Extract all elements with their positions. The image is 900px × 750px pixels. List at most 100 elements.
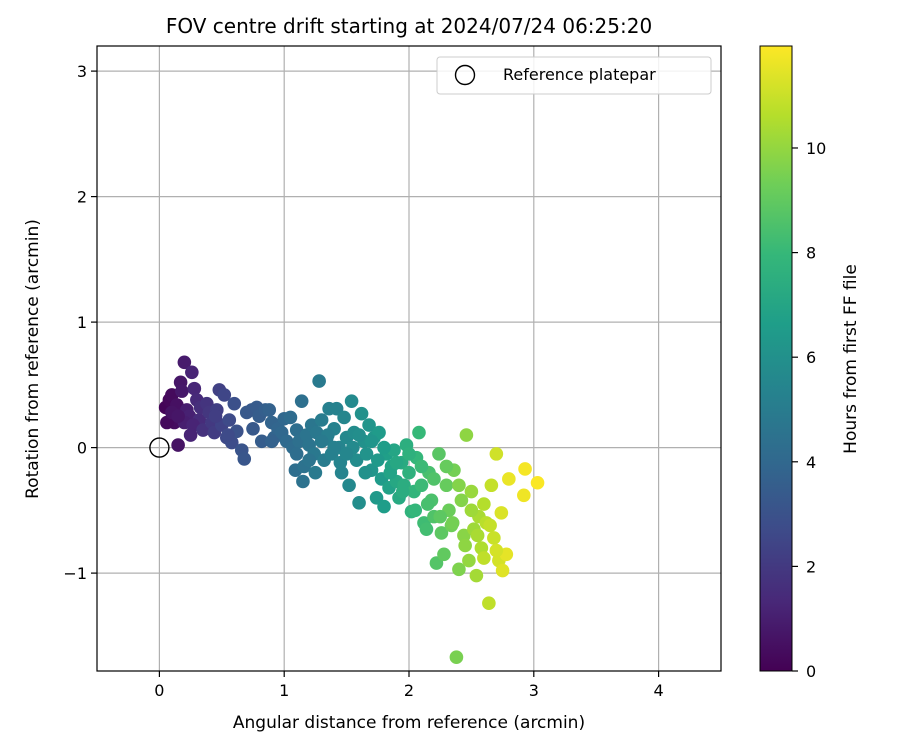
data-point — [483, 518, 497, 533]
data-point — [469, 568, 484, 583]
data-point — [171, 438, 185, 452]
data-point — [339, 447, 354, 461]
data-point — [302, 453, 316, 467]
data-point — [395, 484, 410, 499]
data-point — [377, 499, 391, 514]
data-point — [454, 493, 469, 508]
data-point — [371, 453, 385, 467]
data-point — [264, 434, 279, 449]
data-point — [489, 447, 504, 461]
data-point — [464, 503, 479, 518]
data-point — [414, 478, 429, 493]
data-point — [502, 472, 516, 486]
data-point — [427, 472, 441, 486]
colorbar-title: Hours from first FF file — [841, 264, 861, 454]
data-point — [254, 434, 269, 449]
data-point — [289, 447, 304, 461]
data-point — [518, 462, 532, 476]
chart-title: FOV centre drift starting at 2024/07/24 … — [166, 14, 652, 38]
data-point — [452, 478, 466, 493]
y-tick-label: −1 — [63, 564, 87, 583]
x-tick-label: 0 — [154, 681, 164, 700]
data-point — [296, 474, 310, 489]
colorbar-tick-label: 0 — [806, 662, 816, 681]
data-point — [530, 475, 545, 490]
data-point — [462, 553, 476, 568]
data-point — [160, 415, 174, 430]
data-point — [217, 388, 232, 402]
data-point — [402, 465, 416, 480]
data-point — [470, 528, 485, 543]
data-point — [294, 394, 309, 408]
data-point — [452, 562, 466, 577]
data-point — [445, 516, 460, 530]
x-axis-title: Angular distance from reference (arcmin) — [233, 713, 585, 733]
data-point — [477, 497, 491, 511]
axis-ticks: 0 1 2 3 4 −1 0 1 2 3 — [63, 62, 663, 700]
data-point — [464, 484, 479, 499]
data-point — [208, 409, 223, 424]
data-point — [437, 547, 451, 562]
data-point — [517, 488, 531, 503]
data-point — [185, 365, 199, 380]
x-tick-label: 3 — [529, 681, 539, 700]
data-point — [312, 374, 326, 388]
data-point — [484, 478, 499, 493]
data-point — [458, 538, 472, 553]
colorbar-tick-label: 6 — [806, 348, 816, 367]
data-point — [354, 406, 369, 421]
data-point — [364, 434, 379, 449]
data-point — [222, 413, 237, 427]
reference-platepar-point — [149, 437, 170, 458]
x-tick-label: 4 — [654, 681, 664, 700]
data-point — [262, 403, 277, 417]
data-point — [389, 455, 404, 470]
legend: Reference platepar — [436, 56, 712, 95]
data-point — [432, 447, 446, 461]
colorbar — [759, 45, 793, 672]
data-point — [246, 421, 260, 436]
data-point — [402, 447, 416, 461]
data-point — [358, 465, 373, 480]
y-tick-label: 0 — [77, 439, 87, 458]
data-point — [187, 381, 202, 396]
data-point — [314, 413, 329, 427]
data-point — [221, 428, 235, 442]
data-point — [408, 503, 423, 518]
data-point — [477, 551, 491, 565]
y-tick-label: 1 — [77, 313, 87, 332]
data-point — [495, 563, 510, 578]
data-point — [342, 478, 356, 493]
data-points — [158, 355, 545, 664]
data-point — [337, 410, 351, 425]
colorbar-ticks: 0 2 4 6 8 10 — [792, 139, 826, 681]
data-point — [434, 526, 449, 540]
data-point — [419, 522, 434, 536]
data-point — [237, 452, 252, 466]
data-point — [349, 453, 364, 467]
y-tick-label: 3 — [77, 62, 87, 81]
data-point — [383, 465, 398, 480]
data-point — [183, 428, 198, 442]
data-point — [327, 440, 341, 455]
data-point — [377, 440, 391, 455]
data-point — [227, 396, 242, 411]
colorbar-tick-label: 4 — [806, 453, 816, 472]
data-point — [420, 497, 435, 511]
data-point — [308, 465, 323, 480]
data-point — [344, 394, 359, 408]
data-point — [489, 543, 504, 558]
data-point — [433, 509, 448, 524]
data-point — [334, 465, 349, 480]
data-point — [359, 447, 374, 461]
plot-frame — [96, 45, 722, 672]
data-point — [494, 506, 509, 520]
x-tick-label: 1 — [279, 681, 289, 700]
data-point — [314, 434, 329, 449]
data-point — [482, 596, 496, 611]
data-point — [362, 418, 376, 432]
legend-label: Reference platepar — [503, 65, 656, 84]
colorbar-tick-label: 10 — [806, 139, 826, 158]
data-point — [171, 409, 185, 424]
